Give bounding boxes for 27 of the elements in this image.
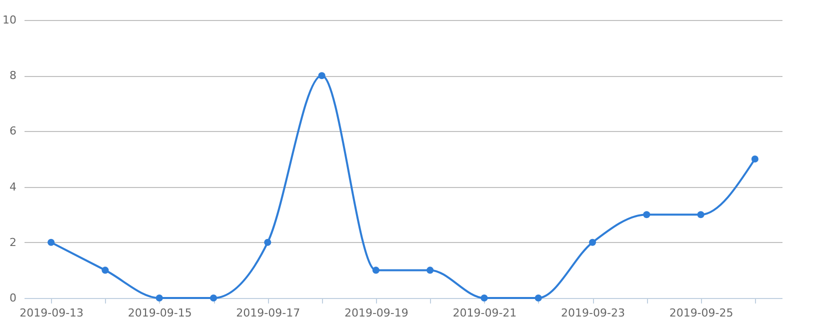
y-tick-label: 4 [10, 180, 16, 194]
x-tick-label: 2019-09-13 [20, 306, 84, 320]
x-tick-label: 2019-09-19 [344, 306, 408, 320]
y-tick-label: 0 [10, 292, 16, 304]
point [480, 294, 488, 302]
point [210, 294, 218, 302]
point [372, 266, 380, 274]
point [588, 238, 596, 246]
point [48, 238, 55, 246]
point [156, 294, 163, 302]
point [751, 155, 758, 163]
point [426, 266, 434, 274]
x-tick-label: 2019-09-21 [452, 306, 517, 320]
y-tick-label: 8 [10, 69, 16, 82]
point [318, 72, 326, 80]
point [534, 294, 542, 302]
point [697, 211, 704, 218]
point [102, 266, 109, 274]
x-tick-label: 2019-09-25 [669, 306, 734, 320]
x-tick-label: 2019-09-17 [236, 306, 300, 320]
y-tick-label: 6 [10, 124, 16, 138]
x-tick-label: 2019-09-23 [561, 306, 625, 320]
y-tick-label: 2 [10, 236, 16, 249]
y-tick-label: 10 [2, 14, 16, 26]
x-tick-label: 2019-09-15 [128, 306, 192, 320]
point [264, 238, 272, 246]
point [643, 211, 650, 218]
